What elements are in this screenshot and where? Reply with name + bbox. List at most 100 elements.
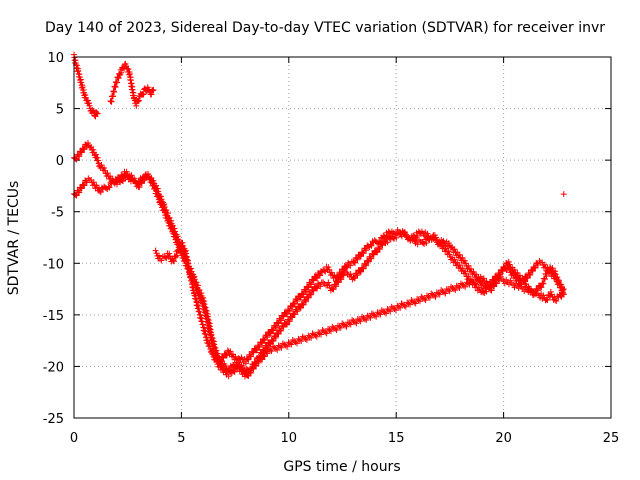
- data-point: [261, 353, 268, 360]
- data-point: [78, 185, 85, 192]
- data-point: [264, 350, 271, 357]
- data-point: [305, 294, 312, 301]
- data-point: [317, 283, 324, 290]
- data-point: [529, 268, 536, 275]
- data-point: [316, 330, 323, 337]
- data-point: [395, 303, 402, 310]
- data-point: [431, 292, 438, 299]
- data-point: [250, 366, 257, 373]
- data-point: [488, 287, 495, 294]
- data-point: [353, 255, 360, 262]
- data-point: [340, 267, 347, 274]
- data-point: [94, 110, 101, 117]
- data-point: [180, 242, 187, 249]
- data-point: [93, 151, 100, 158]
- y-tick-label: -5: [51, 206, 64, 221]
- data-point: [351, 319, 358, 326]
- data-point: [314, 285, 321, 292]
- data-point: [175, 247, 182, 254]
- data-point: [357, 252, 364, 259]
- data-point: [525, 288, 532, 295]
- data-point: [260, 352, 267, 359]
- data-point: [323, 330, 330, 337]
- x-tick-label: 10: [281, 431, 298, 446]
- data-point: [249, 365, 256, 372]
- data-point: [204, 337, 211, 344]
- data-point: [456, 284, 463, 291]
- data-point: [331, 272, 338, 279]
- data-point: [552, 271, 559, 278]
- data-point: [289, 304, 296, 311]
- data-point: [450, 286, 457, 293]
- data-point: [302, 335, 309, 342]
- data-point: [104, 169, 111, 176]
- data-point: [179, 239, 186, 246]
- data-point: [501, 280, 508, 287]
- data-point: [480, 275, 487, 282]
- data-point: [368, 255, 375, 262]
- data-point: [402, 303, 409, 310]
- data-point: [376, 245, 383, 252]
- data-point: [411, 299, 418, 306]
- data-point: [415, 297, 422, 304]
- data-point: [432, 293, 439, 300]
- data-point: [546, 292, 553, 299]
- data-point: [285, 317, 292, 324]
- data-point: [77, 148, 84, 155]
- data-point: [541, 276, 548, 283]
- y-tick-label: -10: [43, 257, 64, 272]
- plot-frame: [73, 56, 612, 419]
- data-point: [332, 281, 339, 288]
- data-point: [113, 79, 120, 86]
- data-point: [162, 254, 169, 261]
- data-point: [365, 258, 372, 265]
- data-point: [270, 327, 277, 334]
- data-point: [370, 251, 377, 258]
- data-point: [353, 320, 360, 327]
- data-point: [412, 300, 419, 307]
- data-point: [346, 320, 353, 327]
- data-point: [359, 265, 366, 272]
- data-point: [224, 347, 231, 354]
- data-point: [425, 293, 432, 300]
- data-point: [300, 301, 307, 308]
- data-point: [337, 324, 344, 331]
- data-point: [516, 272, 523, 279]
- data-point: [531, 264, 538, 271]
- data-point: [254, 358, 261, 365]
- data-point: [255, 359, 262, 366]
- chart-title: Day 140 of 2023, Sidereal Day-to-day VTE…: [45, 20, 605, 36]
- data-point: [552, 297, 559, 304]
- data-point: [451, 246, 458, 253]
- data-point: [264, 344, 271, 351]
- data-point: [252, 362, 259, 369]
- data-point: [407, 301, 414, 308]
- data-point: [511, 266, 518, 273]
- data-point: [460, 282, 467, 289]
- data-point: [376, 238, 383, 245]
- data-point: [470, 279, 477, 286]
- data-point: [377, 239, 384, 246]
- data-point: [462, 283, 469, 290]
- data-point: [278, 344, 285, 351]
- data-point: [293, 340, 300, 347]
- data-point: [227, 348, 234, 355]
- data-point: [75, 188, 82, 195]
- x-tick-label: 5: [177, 431, 185, 446]
- data-point: [435, 290, 442, 297]
- data-point: [300, 291, 307, 298]
- data-point: [297, 294, 304, 301]
- data-point: [272, 345, 279, 352]
- data-point: [277, 343, 284, 350]
- data-point: [532, 264, 539, 271]
- data-point: [528, 267, 535, 274]
- data-point: [354, 272, 361, 279]
- data-point: [240, 368, 247, 375]
- data-point: [163, 212, 170, 219]
- data-point: [73, 192, 80, 199]
- data-point: [313, 284, 320, 291]
- data-point: [445, 248, 452, 255]
- data-point: [77, 184, 84, 191]
- data-point: [367, 241, 374, 248]
- data-point: [150, 87, 157, 94]
